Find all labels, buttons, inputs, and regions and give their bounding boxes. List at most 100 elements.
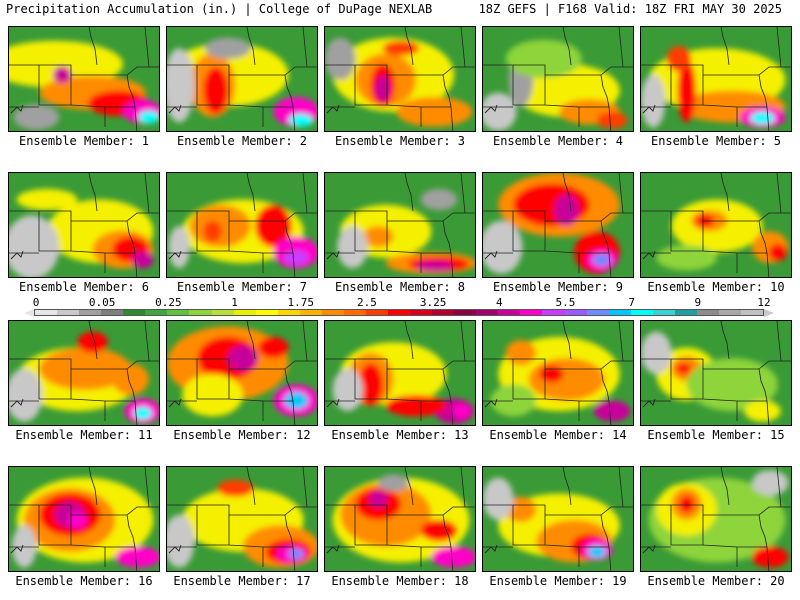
precip-field [325,173,475,277]
member-label: Ensemble Member: 1 [18,134,150,148]
precip-area [68,511,87,529]
member-label: Ensemble Member: 19 [489,574,627,588]
precip-area [490,384,537,417]
precip-map [8,172,160,278]
state-borders [9,467,159,571]
color-swatch [233,310,256,315]
ensemble-panel: Ensemble Member: 13 [324,320,476,442]
precip-map [166,172,318,278]
precip-area [258,336,289,359]
precip-map [324,26,476,132]
precip-area [332,368,363,412]
color-swatch [57,310,80,315]
precip-area [750,111,775,125]
member-label: Ensemble Member: 13 [331,428,469,442]
state-borders [325,173,475,277]
precip-area [656,245,717,271]
precip-map [324,172,476,278]
precip-area [396,96,473,127]
state-borders [325,467,475,571]
precip-area [16,188,78,211]
precip-area [325,37,356,80]
color-swatch [564,310,587,315]
precip-area [132,251,154,269]
legend-tick-label: 7 [628,296,635,309]
precip-area [452,403,471,419]
precip-area [255,204,292,248]
color-swatch [432,310,455,315]
member-label: Ensemble Member: 2 [176,134,308,148]
precip-field [9,321,159,425]
member-label: Ensemble Member: 5 [650,134,782,148]
precip-area [167,48,195,123]
color-swatch [741,310,764,315]
state-borders [167,173,317,277]
color-swatch [674,310,697,315]
precip-area [597,111,628,129]
precip-area [284,392,309,409]
precip-area [768,244,787,261]
color-swatch [145,310,168,315]
legend-tick-label: 1.75 [287,296,314,309]
legend-tick-label: 4 [495,296,503,309]
member-label: Ensemble Member: 17 [173,574,311,588]
ensemble-panel: Ensemble Member: 1 [8,26,160,148]
member-label: Ensemble Member: 9 [492,280,624,294]
precip-field [483,27,633,131]
precip-area [420,520,458,542]
precip-area [744,400,781,422]
precip-map [482,320,634,426]
precip-area [203,67,228,114]
model-run-info: 18Z GEFS | F168 Valid: 18Z FRI MAY 30 20… [478,2,782,16]
precip-area [12,525,37,568]
state-borders [167,321,317,425]
color-swatch [365,310,388,315]
member-label: Ensemble Member: 11 [15,428,153,442]
precip-area [593,400,631,422]
precip-area [138,110,159,124]
color-swatch [454,310,477,315]
precip-field [641,467,791,571]
precip-area [363,226,394,248]
color-swatch [718,310,741,315]
precip-area [666,46,692,72]
precip-field [167,173,317,277]
ensemble-panel: Ensemble Member: 17 [166,466,318,588]
precip-field [641,173,791,277]
ensemble-panel: Ensemble Member: 18 [324,466,476,588]
precip-area [205,37,251,59]
color-swatch [79,310,102,315]
coastline [484,544,498,554]
precip-area [378,474,409,492]
member-label: Ensemble Member: 14 [489,428,627,442]
coastline [168,104,182,114]
precip-map [482,26,634,132]
color-swatch [586,310,609,315]
precip-area [592,253,611,267]
coastline [642,398,656,408]
precip-area [288,113,313,127]
precip-area [483,92,517,131]
precip-field [325,321,475,425]
member-label: Ensemble Member: 4 [492,134,624,148]
precip-area [115,546,159,568]
precip-area [182,374,243,417]
legend-tick-label: 12 [757,296,771,309]
precip-field [167,467,317,571]
coastline [642,104,656,114]
state-borders [9,321,159,425]
precip-area [483,477,514,520]
ensemble-panel: Ensemble Member: 9 [482,172,634,294]
color-swatch [255,310,278,315]
ensemble-panel: Ensemble Member: 10 [640,172,792,294]
precip-area [677,58,696,123]
color-swatch [277,310,300,315]
precip-area [168,226,190,269]
precip-area [675,363,692,374]
legend-tick-label: 5.5 [555,296,576,309]
precip-area [751,546,789,568]
precip-area [420,188,458,211]
precip-map [482,466,634,572]
coastline [168,544,182,554]
legend-tick-label: 0 [32,296,40,309]
